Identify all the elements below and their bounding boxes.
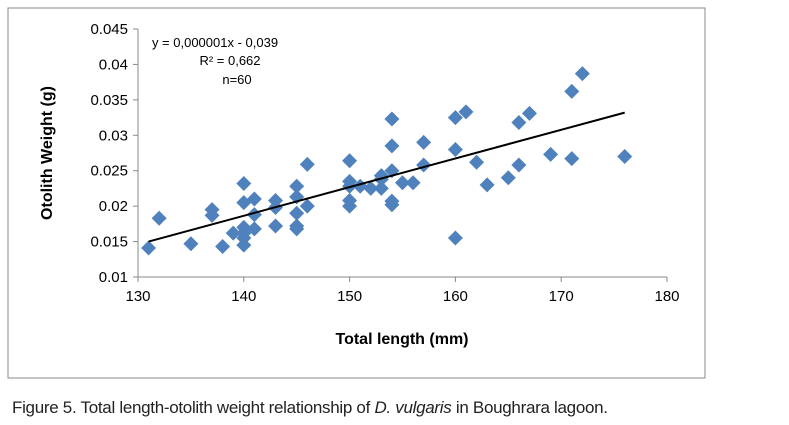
y-tick-label: 0.02: [99, 198, 128, 215]
y-tick-label: 0.035: [90, 92, 128, 109]
data-point: [469, 154, 485, 170]
data-point: [384, 197, 400, 213]
data-point: [236, 237, 252, 253]
n-label: n=60: [222, 72, 251, 87]
data-point: [299, 156, 315, 172]
x-tick-label: 140: [231, 288, 256, 305]
caption-species: D. vulgaris: [374, 398, 452, 417]
r2-label: R² = 0,662: [199, 53, 260, 68]
data-point: [384, 111, 400, 127]
data-point: [447, 230, 463, 246]
y-tick-label: 0.03: [99, 127, 128, 144]
y-tick-label: 0.01: [99, 269, 128, 286]
data-point: [500, 170, 516, 186]
y-axis-title: Otolith Weight (g): [39, 86, 56, 220]
data-point: [225, 225, 241, 241]
data-point: [236, 175, 252, 191]
scatter-chart: 130 140 150 160 170 180 0.01 0.015 0.02 0.025 0.03…: [7, 7, 706, 379]
data-point: [141, 240, 157, 256]
data-point: [405, 175, 421, 191]
data-point: [373, 180, 389, 196]
data-point: [268, 218, 284, 234]
data-point: [511, 115, 527, 131]
data-point: [151, 210, 167, 226]
caption-label: Figure 5.: [12, 398, 77, 417]
equation-label: y = 0,000001x - 0,039: [152, 35, 278, 50]
x-tick-label: 170: [549, 288, 574, 305]
chart-frame: [7, 7, 706, 379]
data-point: [289, 178, 305, 194]
data-point: [574, 66, 590, 82]
data-point: [384, 138, 400, 154]
data-point: [246, 191, 262, 207]
data-point: [246, 221, 262, 237]
data-point: [416, 134, 432, 150]
caption-text-1: Total length-otolith weight relationship…: [76, 398, 375, 417]
data-point: [564, 83, 580, 99]
trendline: [148, 111, 625, 243]
data-point: [447, 141, 463, 157]
data-point: [204, 207, 220, 223]
x-tick-label: 160: [443, 288, 468, 305]
figure-caption: Figure 5. Total length-otolith weight re…: [12, 398, 608, 418]
x-tick-label: 130: [125, 288, 150, 305]
data-point: [215, 239, 231, 255]
data-point: [289, 205, 305, 221]
y-tick-label: 0.025: [90, 163, 128, 180]
data-point: [289, 221, 305, 237]
data-point: [543, 146, 559, 162]
y-tick-label: 0.015: [90, 234, 128, 251]
data-point: [447, 110, 463, 126]
data-point: [183, 236, 199, 252]
data-point: [363, 180, 379, 196]
data-point: [479, 177, 495, 193]
data-point: [299, 198, 315, 214]
data-point: [395, 175, 410, 191]
data-point: [458, 104, 474, 120]
data-point: [342, 153, 358, 169]
x-tick-label: 150: [337, 288, 362, 305]
x-tick-label: 180: [654, 288, 679, 305]
y-tick-label: 0.04: [99, 56, 128, 73]
data-point: [342, 198, 358, 214]
x-axis-title: Total length (mm): [335, 331, 468, 348]
data-point: [511, 157, 527, 173]
y-tick-label: 0.045: [90, 21, 128, 38]
data-point: [564, 151, 580, 167]
data-point: [617, 149, 633, 165]
caption-text-2: in Boughrara lagoon.: [451, 398, 608, 417]
data-point: [521, 105, 537, 121]
